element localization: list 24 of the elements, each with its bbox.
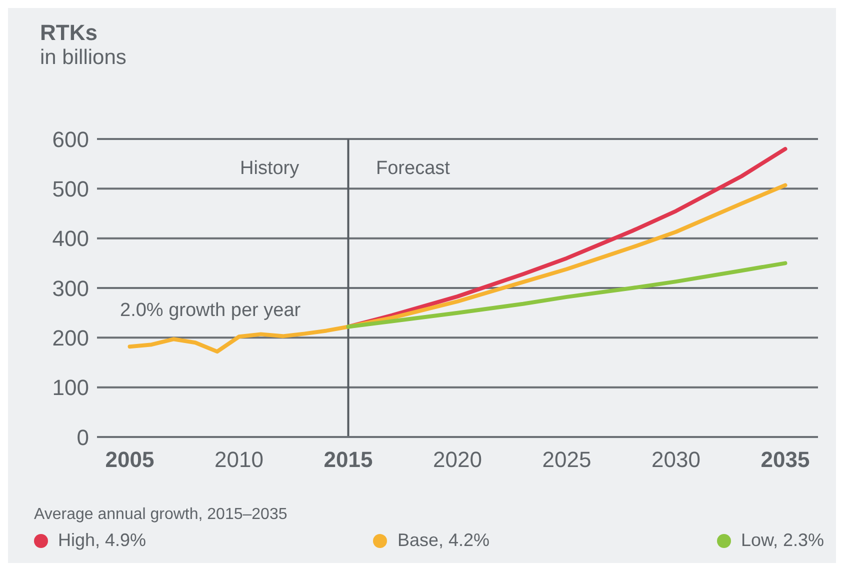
y-tick-label: 600 (52, 126, 89, 152)
x-tick-label: 2030 (652, 447, 700, 472)
y-tick-label: 300 (52, 276, 89, 301)
x-tick-label: 2015 (324, 447, 373, 472)
x-tick-label: 2010 (214, 447, 264, 472)
x-tick-label: 2005 (105, 447, 154, 472)
legend-label: Low, 2.3% (740, 530, 824, 551)
annotation: Forecast (376, 158, 450, 180)
line-series (346, 261, 788, 329)
legend-title: Average annual growth, 2015–2035 (34, 506, 288, 524)
annotation: 2.0% growth per year (120, 300, 301, 322)
chart-title: RTKs (40, 20, 98, 46)
legend-label: High, 4.9% (57, 530, 146, 551)
y-tick-label: 100 (52, 375, 89, 400)
legend-label: Base, 4.2% (396, 530, 490, 551)
y-tick-label: 500 (52, 176, 89, 202)
x-tick-label: 2025 (542, 447, 592, 472)
y-tick-label: 200 (52, 325, 89, 350)
chart-subtitle: in billions (40, 46, 126, 70)
x-tick-label: 2020 (433, 447, 482, 472)
y-tick-label: 0 (76, 424, 89, 450)
y-tick-label: 400 (52, 226, 89, 252)
annotation: History (240, 158, 300, 180)
x-tick-label: 2035 (760, 447, 810, 472)
